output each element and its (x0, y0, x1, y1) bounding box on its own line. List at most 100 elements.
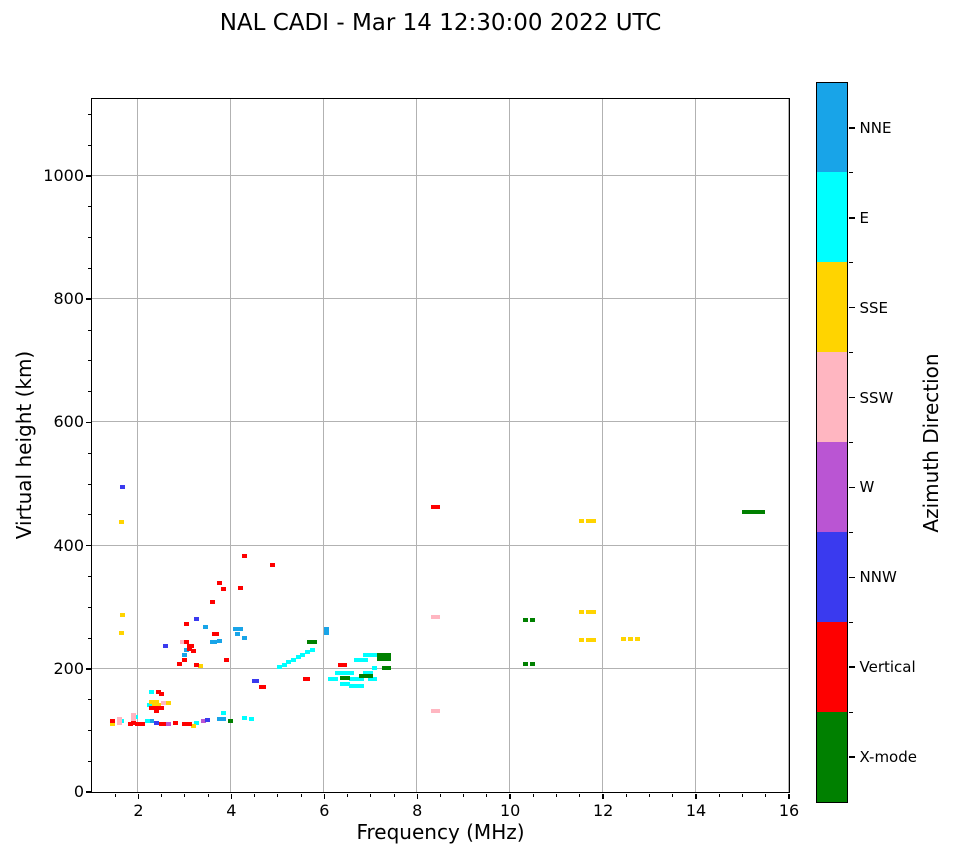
y-minor-tick (87, 329, 91, 331)
x-minor-tick (718, 793, 720, 797)
data-point-x-mode (377, 657, 383, 662)
colorbar-segment-ssw (816, 352, 847, 442)
data-point-x-mode (344, 676, 350, 681)
colorbar-minor-tick (848, 531, 853, 533)
data-point-vertical (216, 580, 222, 585)
colorbar-minor-tick (848, 442, 853, 443)
y-major-tick (85, 668, 91, 670)
data-point-e (335, 671, 341, 676)
colorbar-minor-tick (848, 352, 853, 354)
x-major-tick (323, 793, 326, 799)
y-major-tick (85, 298, 91, 300)
data-point-vertical (260, 684, 266, 689)
data-point-vertical (270, 563, 276, 568)
data-point-e (363, 658, 369, 663)
colorbar-minor-tick (848, 262, 853, 264)
x-minor-tick (161, 793, 163, 797)
y-major-tick (85, 791, 91, 793)
data-point-nne (323, 626, 329, 631)
data-point-sse (119, 520, 125, 525)
data-point-e (305, 650, 311, 655)
plot-title: NAL CADI - Mar 14 12:30:00 2022 UTC (219, 10, 662, 36)
data-point-x-mode (530, 617, 536, 622)
data-point-sse (156, 702, 162, 707)
data-point-e (372, 666, 378, 671)
colorbar-minor-tick (848, 172, 853, 174)
data-point-e (339, 671, 345, 676)
gridline-y (91, 544, 789, 546)
data-point-e (358, 677, 364, 682)
data-point-nnw (193, 617, 199, 622)
x-minor-tick (440, 793, 441, 797)
data-point-x-mode (523, 617, 529, 622)
data-point-e (353, 658, 359, 663)
data-point-x-mode (381, 666, 387, 671)
x-minor-tick (486, 793, 488, 797)
gridline-x (509, 98, 511, 792)
x-minor-tick (765, 793, 767, 797)
y-major-tick (85, 421, 91, 424)
data-point-x-mode (307, 639, 313, 644)
data-point-vertical (130, 720, 136, 725)
x-minor-tick (347, 793, 349, 797)
data-point-nne (235, 632, 241, 637)
data-point-nnw (154, 720, 160, 725)
data-point-sse (590, 637, 596, 642)
y-minor-tick (87, 360, 91, 362)
x-minor-tick (370, 793, 372, 797)
gridline-x (230, 98, 232, 792)
x-tick-label: 6 (319, 801, 330, 820)
x-minor-tick (649, 793, 651, 797)
y-tick-label: 800 (53, 289, 84, 309)
data-point-w (165, 721, 171, 726)
data-point-nne (237, 626, 243, 631)
data-point-vertical (214, 631, 220, 636)
data-point-ssw (130, 716, 136, 721)
data-point-e (147, 702, 153, 707)
x-major-tick (695, 793, 697, 799)
y-tick-label: 600 (53, 412, 84, 432)
data-point-ssw (116, 717, 122, 722)
data-point-x-mode (386, 666, 392, 671)
gridline-y (91, 421, 789, 423)
data-point-vertical (154, 709, 160, 714)
data-point-nne (216, 638, 222, 643)
data-point-nne (233, 626, 239, 631)
data-point-nnw (253, 678, 259, 683)
colorbar-tick-label: NNW (859, 568, 897, 587)
data-point-e (344, 682, 350, 687)
colorbar-segment-e (816, 172, 847, 263)
data-point-sse (198, 664, 204, 669)
data-point-e (309, 648, 315, 653)
data-point-nnw (163, 644, 169, 649)
x-tick-label: 16 (778, 801, 800, 820)
data-point-sse (151, 702, 157, 707)
data-point-sse (579, 519, 585, 524)
data-point-x-mode (381, 657, 387, 662)
data-point-e (353, 683, 359, 688)
data-point-vertical (237, 585, 243, 590)
data-point-e (344, 671, 350, 676)
gridline-y (91, 298, 789, 300)
x-major-tick (602, 793, 604, 799)
colorbar-tick-label: Vertical (859, 658, 916, 677)
data-point-ssw (179, 639, 185, 644)
x-tick-label: 2 (133, 801, 144, 820)
colorbar-major-tick (848, 217, 855, 219)
data-point-x-mode (339, 676, 345, 681)
data-point-nne (242, 635, 248, 640)
data-point-vertical (184, 621, 190, 626)
x-minor-tick (393, 793, 395, 797)
gridline-x (416, 98, 418, 792)
data-point-nne (323, 630, 329, 635)
colorbar-major-tick (848, 756, 855, 758)
x-minor-tick (463, 793, 465, 797)
data-point-e (363, 671, 369, 676)
data-point-ssw (116, 721, 122, 726)
x-minor-tick (207, 793, 209, 797)
data-point-vertical (154, 706, 160, 711)
x-major-tick (230, 793, 233, 799)
y-minor-tick (87, 637, 91, 639)
data-point-vertical (435, 504, 441, 509)
x-minor-tick (300, 793, 302, 797)
